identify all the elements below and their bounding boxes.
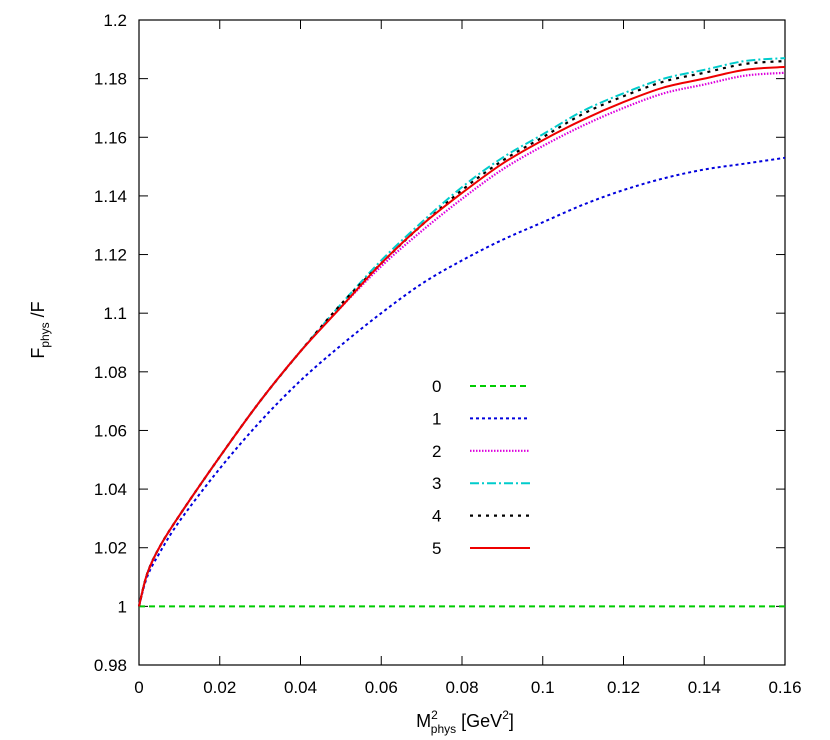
y-axis-label-sub: phys	[38, 322, 52, 347]
y-tick-label: 1.06	[94, 421, 127, 440]
legend-label-0: 0	[432, 377, 441, 396]
legend-label-2: 2	[432, 442, 441, 461]
x-tick-label: 0.08	[445, 678, 478, 697]
y-tick-label: 1.16	[94, 128, 127, 147]
x-axis-label-unit-close: ]	[509, 711, 514, 731]
legend-label-1: 1	[432, 409, 441, 428]
legend-label-4: 4	[432, 507, 441, 526]
legend: 0 1 2 3 4 5	[432, 377, 530, 558]
y-tick-label: 1	[118, 597, 127, 616]
y-axis-label-base: F	[28, 348, 48, 359]
y-tick-label: 1.14	[94, 187, 127, 206]
x-axis-label: M2 phys [GeV2]	[416, 708, 514, 736]
series-layer	[137, 57, 786, 608]
x-axis-label-sub: phys	[431, 722, 456, 736]
legend-label-5: 5	[432, 539, 441, 558]
legend-label-3: 3	[432, 474, 441, 493]
x-axis-label-unit-open: [GeV	[456, 711, 502, 731]
plot-border	[138, 19, 786, 666]
x-axis-label-base: M	[416, 711, 431, 731]
series-line-2	[137, 71, 786, 607]
y-axis: 0.98 1 1.02 1.04 1.06 1.08 1.1 1.12 1.14 1.16 1.18…	[94, 11, 785, 675]
x-tick-label: 0.06	[365, 678, 398, 697]
x-tick-label: 0.04	[284, 678, 317, 697]
y-axis-label: Fphys /F	[28, 301, 52, 358]
y-tick-label: 1.08	[94, 363, 127, 382]
x-tick-label: 0.14	[688, 678, 721, 697]
x-axis-label-unit-sup: 2	[502, 708, 509, 722]
y-tick-label: 1.2	[103, 11, 127, 30]
series-line-3	[138, 57, 786, 607]
y-tick-label: 1.02	[94, 539, 127, 558]
series-line-1	[138, 156, 786, 607]
y-tick-label: 0.98	[94, 656, 127, 675]
y-tick-label: 1.04	[94, 480, 127, 499]
y-tick-label: 1.12	[94, 246, 127, 265]
y-tick-label: 1.18	[94, 70, 127, 89]
x-axis: 0 0.02 0.04 0.06 0.08 0.1 0.12 0.14 0.16	[134, 20, 802, 697]
y-axis-label-rest: /F	[28, 301, 48, 322]
x-tick-label: 0.02	[203, 678, 236, 697]
x-tick-label: 0	[134, 678, 143, 697]
x-tick-label: 0.12	[607, 678, 640, 697]
y-tick-label: 1.1	[103, 304, 127, 323]
series-line-4	[137, 59, 786, 607]
x-tick-label: 0.16	[768, 678, 801, 697]
series-line-5	[138, 65, 786, 607]
plot-frame	[138, 19, 786, 666]
x-axis-label-sup: 2	[431, 708, 438, 722]
x-tick-label: 0.1	[531, 678, 555, 697]
